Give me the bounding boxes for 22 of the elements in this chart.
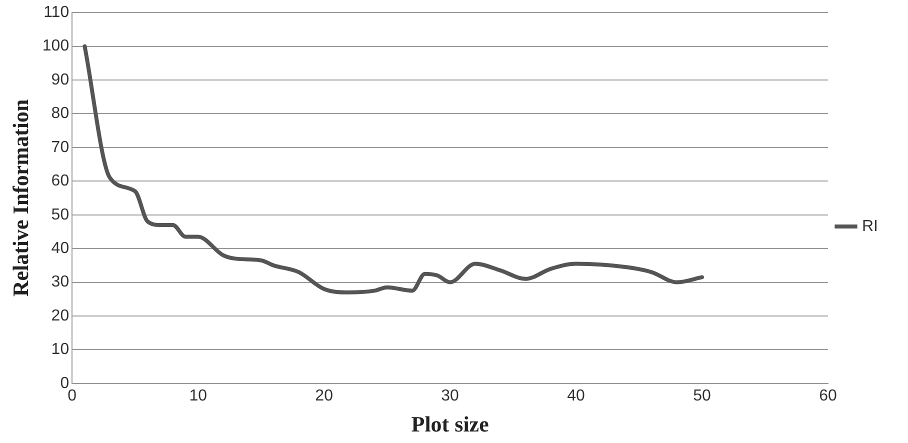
x-tick-label: 50	[693, 387, 712, 404]
y-tick-label: 20	[51, 307, 70, 324]
x-tick-label: 10	[189, 387, 208, 404]
y-axis-title: Relative Information	[8, 99, 33, 297]
y-tick-label: 0	[60, 374, 70, 392]
y-tick-label: 70	[51, 138, 70, 156]
legend-label: RI	[862, 218, 878, 235]
y-tick-label: 50	[51, 206, 70, 224]
y-tick-label: 110	[44, 4, 70, 22]
y-tick-label: 80	[51, 105, 70, 122]
y-tick-label: 10	[51, 341, 70, 358]
x-axis-title: Plot size	[411, 411, 490, 436]
x-tick-label: 20	[315, 387, 334, 404]
x-tick-label: 60	[819, 387, 837, 404]
y-tick-label: 100	[42, 38, 70, 55]
line-series	[82, 44, 704, 294]
y-tick-label: 30	[51, 274, 70, 291]
x-tick-label: 30	[441, 387, 460, 404]
y-tick-label: 40	[51, 240, 70, 257]
y-tick-label: 60	[51, 172, 70, 190]
y-tick-label: 90	[51, 71, 70, 88]
x-tick-label: 40	[567, 387, 586, 404]
